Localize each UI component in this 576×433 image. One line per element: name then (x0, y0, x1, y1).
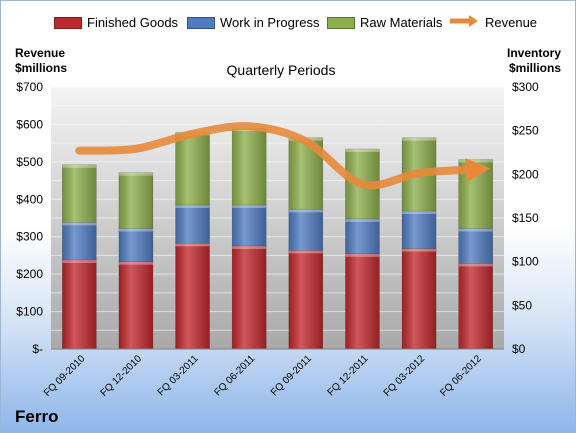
left-tick-label: $400 (16, 192, 43, 206)
right-tick-label: $50 (512, 298, 532, 312)
bar-shading-work-in-progress (402, 211, 437, 249)
bar-shading-work-in-progress (118, 228, 153, 262)
x-tick-label: FQ 06-2011 (212, 353, 257, 398)
bar-top-highlight-finished-goods (345, 253, 380, 257)
legend-swatch-work-in-progress (187, 16, 215, 29)
bar-top-highlight-finished-goods (175, 243, 210, 247)
x-tick-label: FQ 12-2010 (99, 353, 145, 399)
bar-top-highlight-raw-materials (62, 164, 97, 168)
bar-shading-work-in-progress (288, 209, 323, 251)
legend-label-revenue: Revenue (485, 15, 538, 30)
bar-top-highlight-finished-goods (288, 250, 323, 254)
legend-label-work-in-progress: Work in Progress (220, 15, 320, 30)
legend-swatch-finished-goods (54, 16, 82, 29)
left-tick-label: $- (32, 342, 43, 356)
legend-item-finished-goods: Finished Goods (54, 15, 178, 30)
bar-top-highlight-raw-materials (345, 149, 380, 153)
bar-top-highlight-finished-goods (458, 263, 493, 267)
bar-top-highlight-finished-goods (118, 261, 153, 265)
bar-top-highlight-work-in-progress (118, 228, 153, 232)
bar-top-highlight-work-in-progress (232, 204, 267, 208)
left-tick-label: $700 (16, 80, 43, 94)
revenue-line (75, 122, 491, 190)
x-tick-label: FQ 12-2011 (326, 353, 371, 398)
legend-label-raw-materials: Raw Materials (360, 15, 443, 30)
bar-top-highlight-finished-goods (62, 259, 97, 263)
legend-swatch-raw-materials (327, 16, 355, 29)
legend-item-work-in-progress: Work in Progress (187, 15, 319, 30)
company-name: Ferro (15, 407, 59, 426)
x-tick-label: FQ 03-2012 (382, 353, 428, 399)
bar-top-highlight-work-in-progress (62, 222, 97, 226)
bar-shading-raw-materials (232, 128, 267, 205)
plot-title: Quarterly Periods (226, 62, 336, 78)
bar-shading-finished-goods (232, 245, 267, 349)
x-tick-label: FQ 03-2011 (156, 353, 201, 398)
bar-top-highlight-work-in-progress (402, 211, 437, 215)
right-axis-title: Inventory $millions (506, 46, 561, 75)
left-tick-label: $100 (16, 305, 43, 319)
bar-top-highlight-work-in-progress (288, 209, 323, 213)
legend-label-finished-goods: Finished Goods (87, 15, 179, 30)
bar-top-highlight-work-in-progress (345, 218, 380, 222)
bar-shading-finished-goods (118, 261, 153, 349)
bar-top-highlight-work-in-progress (175, 204, 210, 208)
left-tick-label: $500 (16, 155, 43, 169)
x-tick-label: FQ 09-2010 (42, 353, 88, 399)
bar-shading-finished-goods (175, 243, 210, 349)
bar-shading-raw-materials (62, 164, 97, 223)
right-tick-label: $150 (512, 211, 539, 225)
legend-arrow-icon (449, 15, 479, 30)
bar-shading-finished-goods (345, 253, 380, 349)
right-tick-label: $0 (512, 342, 526, 356)
legend: Finished Goods Work in Progress Raw Mate… (1, 15, 575, 35)
bar-shading-work-in-progress (458, 228, 493, 264)
right-tick-label: $200 (512, 167, 539, 181)
legend-item-revenue: Revenue (449, 15, 537, 30)
right-tick-label: $250 (512, 124, 539, 138)
bar-shading-work-in-progress (232, 204, 267, 246)
legend-item-raw-materials: Raw Materials (327, 15, 442, 30)
left-tick-label: $200 (16, 267, 43, 281)
bar-top-highlight-raw-materials (458, 159, 493, 163)
bar-top-highlight-finished-goods (402, 248, 437, 252)
bar-top-highlight-work-in-progress (458, 228, 493, 232)
bar-shading-finished-goods (288, 250, 323, 349)
left-axis-title: Revenue $millions (15, 46, 68, 75)
bar-top-highlight-raw-materials (118, 172, 153, 176)
left-tick-label: $600 (16, 117, 43, 131)
left-tick-label: $300 (16, 230, 43, 244)
right-tick-label: $300 (512, 80, 539, 94)
x-tick-label: FQ 06-2012 (438, 353, 484, 399)
bar-top-highlight-finished-goods (232, 245, 267, 249)
bar-shading-work-in-progress (345, 218, 380, 254)
bar-shading-finished-goods (402, 248, 437, 349)
right-tick-label: $100 (512, 255, 539, 269)
bar-top-highlight-raw-materials (402, 137, 437, 141)
bar-shading-finished-goods (458, 263, 493, 349)
bar-shading-work-in-progress (175, 204, 210, 244)
bar-shading-finished-goods (62, 259, 97, 349)
bar-shading-raw-materials (175, 132, 210, 205)
x-tick-label: FQ 09-2011 (269, 353, 314, 398)
bar-shading-raw-materials (118, 172, 153, 229)
bar-shading-work-in-progress (62, 222, 97, 260)
